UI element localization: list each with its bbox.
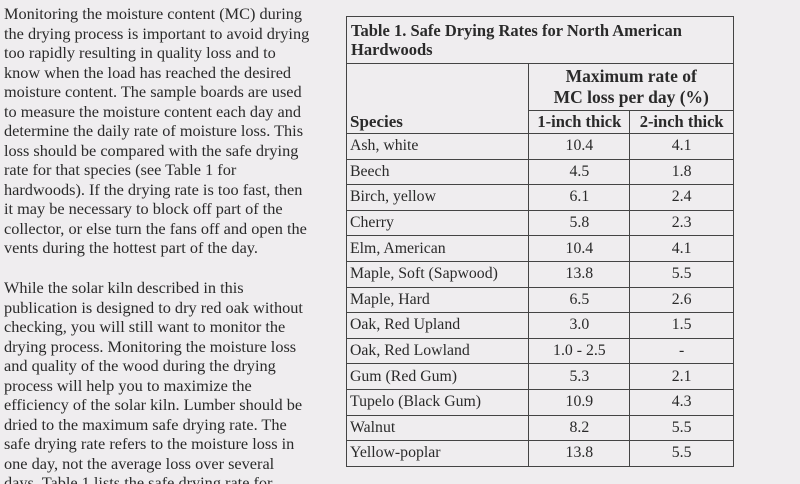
two-inch-value: 4.3 <box>629 388 734 416</box>
one-inch-value: 13.8 <box>528 440 631 467</box>
text-line: drying process. Monitoring the moisture … <box>4 336 297 356</box>
text-line: to measure the moisture content each day… <box>4 101 302 121</box>
text-line: too rapidly resulting in quality loss an… <box>4 43 276 62</box>
species-cell: Ash, white <box>345 133 530 160</box>
paragraph-solar-kiln: While the solar kiln described in this p… <box>0 278 303 484</box>
text-line: loss should be compared with the safe dr… <box>4 140 299 160</box>
table-body: Ash, white 10.4 4.1 Beech 4.5 1.8 Birch, yello… <box>345 133 734 467</box>
two-inch-header: 2-inch thick <box>629 110 734 134</box>
text-line: determine the daily rate of moisture los… <box>4 121 304 140</box>
text-line: dried to the maximum safe drying rate. T… <box>4 414 287 434</box>
max-rate-header-line1: Maximum rate of <box>565 66 697 86</box>
table-row: Oak, Red Upland 3.0 1.5 <box>345 312 734 339</box>
species-cell: Maple, Hard <box>345 286 530 314</box>
text-line: and quality of the wood during the dryin… <box>4 356 276 375</box>
one-inch-value: 10.4 <box>528 133 631 160</box>
one-inch-value: 13.8 <box>528 260 631 288</box>
table-row: Cherry 5.8 2.3 <box>345 209 734 237</box>
text-line: safe drying rate refers to the moisture … <box>4 434 295 453</box>
drying-rates-table-container: Table 1. Safe Drying Rates for North Ame… <box>345 16 734 467</box>
table-row: Elm, American 10.4 4.1 <box>345 235 734 262</box>
one-inch-value: 4.5 <box>528 158 631 186</box>
one-inch-value: 8.2 <box>528 414 631 442</box>
species-cell: Elm, American <box>345 235 530 262</box>
text-line: vents during the hottest part of the day… <box>4 238 258 257</box>
species-header-top <box>345 63 530 111</box>
one-inch-value: 3.0 <box>528 312 631 339</box>
two-inch-value: 2.1 <box>629 363 734 390</box>
species-cell: Tupelo (Black Gum) <box>345 388 530 416</box>
text-line: the drying process is important to avoid… <box>4 23 310 43</box>
table-row: Gum (Red Gum) 5.3 2.1 <box>345 363 734 390</box>
species-cell: Cherry <box>345 209 530 237</box>
two-inch-value: 2.4 <box>629 184 734 211</box>
table-column-header-row: Species 1-inch thick 2-inch thick <box>345 110 734 134</box>
two-inch-value: 1.8 <box>629 158 734 186</box>
species-header: Species <box>345 110 530 134</box>
species-cell: Oak, Red Lowland <box>345 337 530 365</box>
table-row: Walnut 8.2 5.5 <box>345 414 734 442</box>
one-inch-value: 1.0 - 2.5 <box>528 337 631 365</box>
two-inch-value: 1.5 <box>629 312 734 339</box>
species-cell: Gum (Red Gum) <box>345 363 530 390</box>
text-line: efficiency of the solar kiln. Lumber sho… <box>4 395 303 414</box>
two-inch-value: 4.1 <box>629 235 734 262</box>
table-row: Maple, Soft (Sapwood) 13.8 5.5 <box>345 260 734 288</box>
two-inch-value: 5.5 <box>629 260 734 288</box>
text-line: one day, not the average loss over sever… <box>4 453 275 473</box>
text-line: it may be necessary to block off part of… <box>4 199 283 218</box>
table-group-header-row: Maximum rate of MC loss per day (%) <box>345 63 734 111</box>
species-cell: Walnut <box>345 414 530 442</box>
species-cell: Yellow-poplar <box>345 440 530 467</box>
text-line: rate for that species (see Table 1 for <box>4 160 237 179</box>
two-inch-value: 5.5 <box>629 414 734 442</box>
table-caption: Table 1. Safe Drying Rates for North Ame… <box>346 16 734 64</box>
two-inch-value: - <box>629 337 734 365</box>
table-caption-row: Table 1. Safe Drying Rates for North Ame… <box>346 16 734 64</box>
table-row: Birch, yellow 6.1 2.4 <box>345 184 734 211</box>
max-rate-header: Maximum rate of MC loss per day (%) <box>528 63 734 111</box>
paragraph-monitoring: Monitoring the moisture content (MC) dur… <box>0 4 309 258</box>
two-inch-value: 2.3 <box>629 209 734 237</box>
table-row: Maple, Hard 6.5 2.6 <box>345 286 734 314</box>
two-inch-value: 2.6 <box>629 286 734 314</box>
species-cell: Maple, Soft (Sapwood) <box>345 260 530 288</box>
text-line: publication is designed to dry red oak w… <box>4 297 303 317</box>
max-rate-header-line2: MC loss per day (%) <box>553 87 709 107</box>
one-inch-value: 10.4 <box>528 235 631 262</box>
table-row: Tupelo (Black Gum) 10.9 4.3 <box>345 388 734 416</box>
text-line: hardwoods). If the drying rate is too fa… <box>4 179 303 199</box>
text-line: process will help you to maximize the <box>4 375 252 395</box>
one-inch-value: 5.8 <box>528 209 631 237</box>
one-inch-header: 1-inch thick <box>528 110 631 134</box>
text-line: collector, or else turn the fans off and… <box>4 218 307 238</box>
one-inch-value: 6.5 <box>528 286 631 314</box>
table-row: Ash, white 10.4 4.1 <box>345 133 734 160</box>
species-cell: Beech <box>345 158 530 186</box>
body-text-column: Monitoring the moisture content (MC) dur… <box>0 0 334 484</box>
species-cell: Birch, yellow <box>345 184 530 211</box>
text-line: days. Table 1 lists the safe drying rate… <box>4 473 273 484</box>
drying-rates-table: Table 1. Safe Drying Rates for North Ame… <box>345 16 734 467</box>
text-line: Monitoring the moisture content (MC) dur… <box>4 4 302 23</box>
text-line: checking, you will still want to monitor… <box>4 317 286 336</box>
text-line: moisture content. The sample boards are … <box>4 82 302 101</box>
two-inch-value: 4.1 <box>629 133 734 160</box>
text-line: While the solar kiln described in this <box>4 278 244 297</box>
table-row: Oak, Red Lowland 1.0 - 2.5- <box>345 337 734 365</box>
text-line: know when the load has reached the desir… <box>4 62 292 82</box>
one-inch-value: 10.9 <box>528 388 631 416</box>
table-row: Yellow-poplar 13.8 5.5 <box>345 440 734 467</box>
one-inch-value: 6.1 <box>528 184 631 211</box>
table-row: Beech 4.5 1.8 <box>345 158 734 186</box>
two-inch-value: 5.5 <box>629 440 734 467</box>
species-cell: Oak, Red Upland <box>345 312 530 339</box>
one-inch-value: 5.3 <box>528 363 631 390</box>
